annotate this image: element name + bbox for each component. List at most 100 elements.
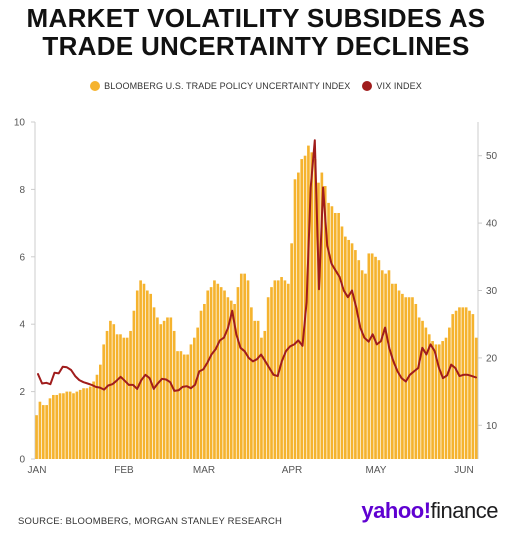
trade-uncertainty-bar: [307, 145, 310, 459]
trade-uncertainty-bar: [364, 273, 367, 459]
trade-uncertainty-bar: [85, 388, 89, 459]
trade-uncertainty-bar: [394, 283, 398, 459]
trade-uncertainty-bar: [41, 405, 45, 459]
left-tick-label: 10: [14, 118, 26, 129]
trade-uncertainty-bar: [166, 317, 169, 459]
trade-uncertainty-bar: [374, 256, 377, 459]
trade-uncertainty-bar: [246, 280, 250, 459]
trade-uncertainty-bar: [206, 290, 210, 459]
trade-uncertainty-bar: [142, 283, 146, 459]
logo-product: finance: [430, 498, 499, 523]
trade-uncertainty-bar: [411, 297, 414, 459]
trade-uncertainty-bar: [421, 320, 424, 459]
trade-uncertainty-bar: [471, 314, 475, 459]
trade-uncertainty-bar: [360, 270, 364, 459]
trade-uncertainty-bar: [179, 351, 183, 459]
trade-uncertainty-bar: [146, 290, 149, 459]
trade-uncertainty-bar: [169, 317, 173, 459]
trade-uncertainty-bar: [55, 394, 59, 459]
trade-uncertainty-bar: [370, 253, 374, 459]
trade-uncertainty-bar: [102, 344, 106, 459]
trade-uncertainty-bar: [176, 351, 179, 459]
trade-uncertainty-bar: [45, 405, 48, 459]
trade-uncertainty-bar: [58, 393, 62, 459]
trade-uncertainty-bar: [260, 337, 263, 459]
trade-uncertainty-bar: [293, 179, 297, 459]
right-tick-label: 30: [486, 286, 498, 297]
trade-uncertainty-bar: [354, 250, 357, 459]
left-tick-label: 8: [19, 185, 25, 196]
chart-title-line-1: MARKET VOLATILITY SUBSIDES AS: [26, 3, 486, 33]
trade-uncertainty-bar: [38, 401, 42, 459]
trade-uncertainty-bar: [367, 253, 371, 459]
trade-uncertainty-bar: [266, 297, 270, 459]
trade-uncertainty-bar: [377, 260, 381, 459]
trade-uncertainty-bar: [192, 337, 196, 459]
x-tick-label: FEB: [114, 465, 134, 476]
left-tick-label: 2: [19, 387, 25, 398]
trade-uncertainty-bar: [48, 398, 52, 459]
trade-uncertainty-bar: [203, 303, 206, 459]
trade-uncertainty-bar: [65, 391, 69, 459]
x-tick-label: JAN: [28, 465, 47, 476]
trade-uncertainty-bar: [135, 290, 139, 459]
yahoo-finance-logo: yahoo!finance: [361, 498, 498, 524]
trade-uncertainty-bar: [209, 287, 213, 459]
trade-uncertainty-bar: [35, 415, 38, 459]
trade-uncertainty-bar: [92, 381, 95, 459]
trade-uncertainty-bar: [448, 327, 451, 459]
trade-uncertainty-bar: [286, 283, 290, 459]
trade-uncertainty-bar: [125, 337, 129, 459]
legend-item-vix: VIX INDEX: [362, 81, 422, 91]
trade-uncertainty-bar: [119, 334, 122, 459]
trade-uncertainty-bar: [196, 327, 199, 459]
trade-uncertainty-bar: [444, 337, 448, 459]
trade-uncertainty-bar: [189, 344, 193, 459]
trade-uncertainty-bar: [219, 287, 223, 459]
trade-uncertainty-bar: [263, 330, 267, 459]
trade-uncertainty-bar: [323, 186, 327, 459]
x-tick-label: JUN: [454, 465, 473, 476]
trade-uncertainty-bar: [156, 317, 159, 459]
trade-uncertainty-bar: [461, 307, 465, 459]
trade-uncertainty-bar: [253, 320, 257, 459]
trade-uncertainty-bar: [82, 388, 85, 459]
trade-uncertainty-bar: [62, 393, 65, 459]
trade-uncertainty-bar: [350, 243, 354, 459]
trade-uncertainty-bar: [186, 354, 189, 459]
chart-title-line-2: TRADE UNCERTAINTY DECLINES: [42, 31, 470, 61]
trade-uncertainty-bar: [152, 307, 156, 459]
trade-uncertainty-bar: [233, 303, 236, 459]
trade-uncertainty-bar: [333, 212, 337, 459]
right-tick-label: 40: [486, 219, 498, 230]
trade-uncertainty-bar: [243, 273, 246, 459]
legend-swatch-bars: [90, 81, 101, 91]
trade-uncertainty-bar: [337, 212, 340, 459]
trade-uncertainty-bar: [199, 310, 203, 459]
trade-uncertainty-bar: [105, 330, 109, 459]
trade-uncertainty-bar: [139, 280, 142, 459]
trade-uncertainty-bar: [226, 297, 230, 459]
trade-uncertainty-bar: [313, 159, 317, 459]
trade-uncertainty-bar: [404, 297, 408, 459]
trade-uncertainty-bar: [280, 277, 283, 459]
legend-label-vix: VIX INDEX: [376, 81, 422, 91]
chart-title: MARKET VOLATILITY SUBSIDES AS TRADE UNCE…: [0, 4, 512, 60]
trade-uncertainty-bar: [357, 260, 361, 459]
trade-uncertainty-bar: [159, 324, 163, 459]
trade-uncertainty-bar: [441, 341, 444, 459]
trade-uncertainty-bar: [407, 297, 411, 459]
trade-uncertainty-bar: [327, 202, 330, 459]
trade-uncertainty-bar: [283, 280, 287, 459]
trade-uncertainty-bar: [414, 303, 418, 459]
trade-uncertainty-bar: [384, 273, 387, 459]
trade-uncertainty-bar: [239, 273, 243, 459]
x-tick-label: APR: [282, 465, 303, 476]
trade-uncertainty-bar: [300, 159, 304, 459]
trade-uncertainty-bar: [213, 280, 216, 459]
right-tick-label: 20: [486, 353, 498, 364]
left-tick-label: 6: [19, 252, 25, 263]
x-tick-label: MAR: [193, 465, 215, 476]
trade-uncertainty-bar: [344, 236, 347, 459]
trade-uncertainty-bar: [256, 320, 260, 459]
